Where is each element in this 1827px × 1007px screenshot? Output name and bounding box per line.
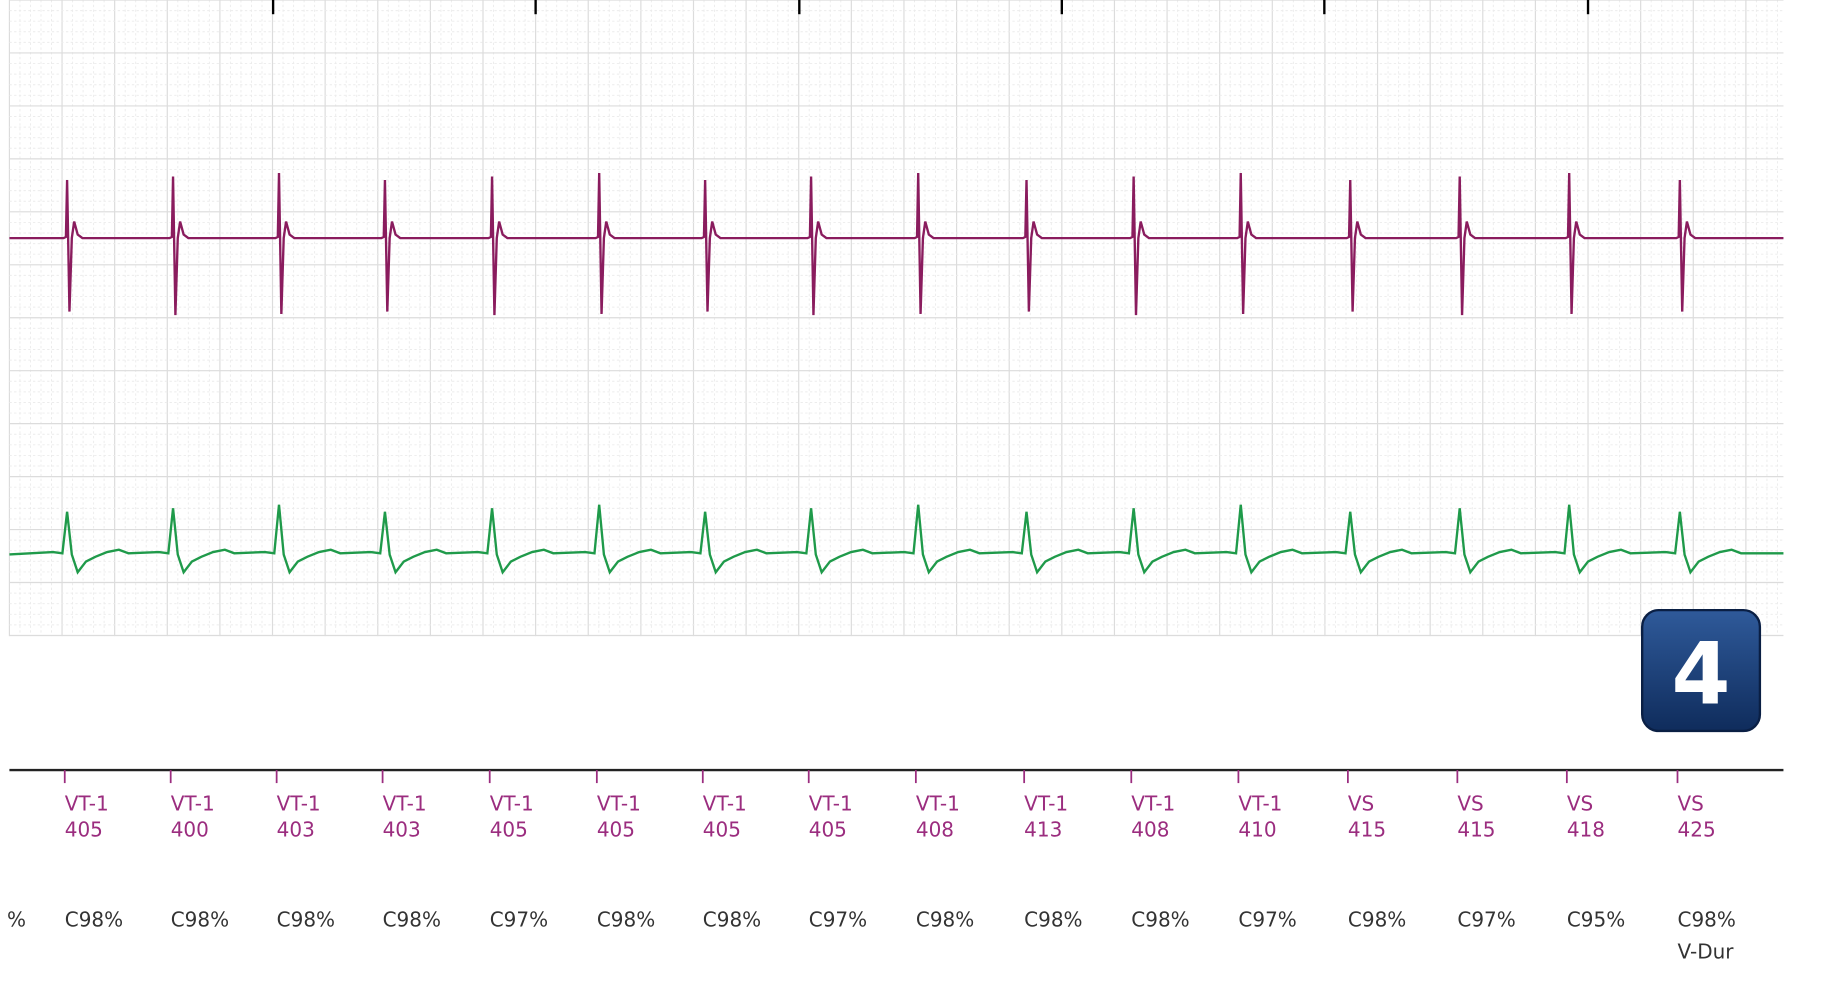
marker-interval: 408 <box>1131 817 1169 841</box>
grid <box>8 0 1784 637</box>
marker-detail: C98% <box>597 907 655 931</box>
marker-label: VT-1 <box>703 791 747 815</box>
marker-detail: C95% <box>1567 907 1625 931</box>
marker-detail: C98% <box>65 907 123 931</box>
marker-detail: C98% <box>916 907 974 931</box>
marker-detail: C97% <box>1238 907 1296 931</box>
marker-detail: C98% <box>277 907 335 931</box>
marker-detail: C97% <box>809 907 867 931</box>
marker-interval: 405 <box>65 817 103 841</box>
badge-box <box>1641 608 1762 733</box>
marker-detail: V-Dur <box>1677 939 1734 963</box>
marker-label: VT-1 <box>1131 791 1175 815</box>
marker-label: VS <box>1348 791 1374 815</box>
marker-label: VT-1 <box>65 791 109 815</box>
marker-detail: C97% <box>490 907 548 931</box>
marker-label: VT-1 <box>916 791 960 815</box>
marker-interval: 415 <box>1348 817 1386 841</box>
left-fragment: % <box>7 907 26 931</box>
marker-detail: C97% <box>1457 907 1515 931</box>
marker-label: VT-1 <box>809 791 853 815</box>
marker-label: VS <box>1567 791 1593 815</box>
marker-label: VT-1 <box>490 791 534 815</box>
marker-interval: 418 <box>1567 817 1605 841</box>
marker-detail: C98% <box>171 907 229 931</box>
marker-label: VT-1 <box>277 791 321 815</box>
marker-label: VT-1 <box>383 791 427 815</box>
marker-label: VT-1 <box>597 791 641 815</box>
egm-trace-purple <box>9 172 1784 316</box>
marker-interval: 403 <box>383 817 421 841</box>
marker-detail: C98% <box>703 907 761 931</box>
marker-detail: C98% <box>383 907 441 931</box>
traces <box>9 172 1784 575</box>
marker-interval: 410 <box>1238 817 1276 841</box>
badge: 4 <box>1641 608 1762 733</box>
marker-detail: C98% <box>1677 907 1735 931</box>
marker-interval: 405 <box>809 817 847 841</box>
markers: VT-1405C98%VT-1400C98%VT-1403C98%VT-1403… <box>63 770 1736 963</box>
marker-detail: C98% <box>1024 907 1082 931</box>
marker-label: VT-1 <box>1024 791 1068 815</box>
marker-interval: 415 <box>1457 817 1495 841</box>
marker-label: VS <box>1457 791 1483 815</box>
marker-label: VT-1 <box>171 791 215 815</box>
egm-trace-green <box>9 504 1784 575</box>
marker-interval: 405 <box>703 817 741 841</box>
marker-interval: 408 <box>916 817 954 841</box>
marker-interval: 413 <box>1024 817 1062 841</box>
marker-interval: 425 <box>1677 817 1715 841</box>
marker-interval: 403 <box>277 817 315 841</box>
marker-label: VS <box>1677 791 1703 815</box>
badge-number: 4 <box>1672 625 1731 724</box>
marker-detail: C98% <box>1131 907 1189 931</box>
marker-interval: 405 <box>490 817 528 841</box>
marker-label: VT-1 <box>1238 791 1282 815</box>
marker-detail: C98% <box>1348 907 1406 931</box>
marker-interval: 405 <box>597 817 635 841</box>
marker-interval: 400 <box>171 817 209 841</box>
